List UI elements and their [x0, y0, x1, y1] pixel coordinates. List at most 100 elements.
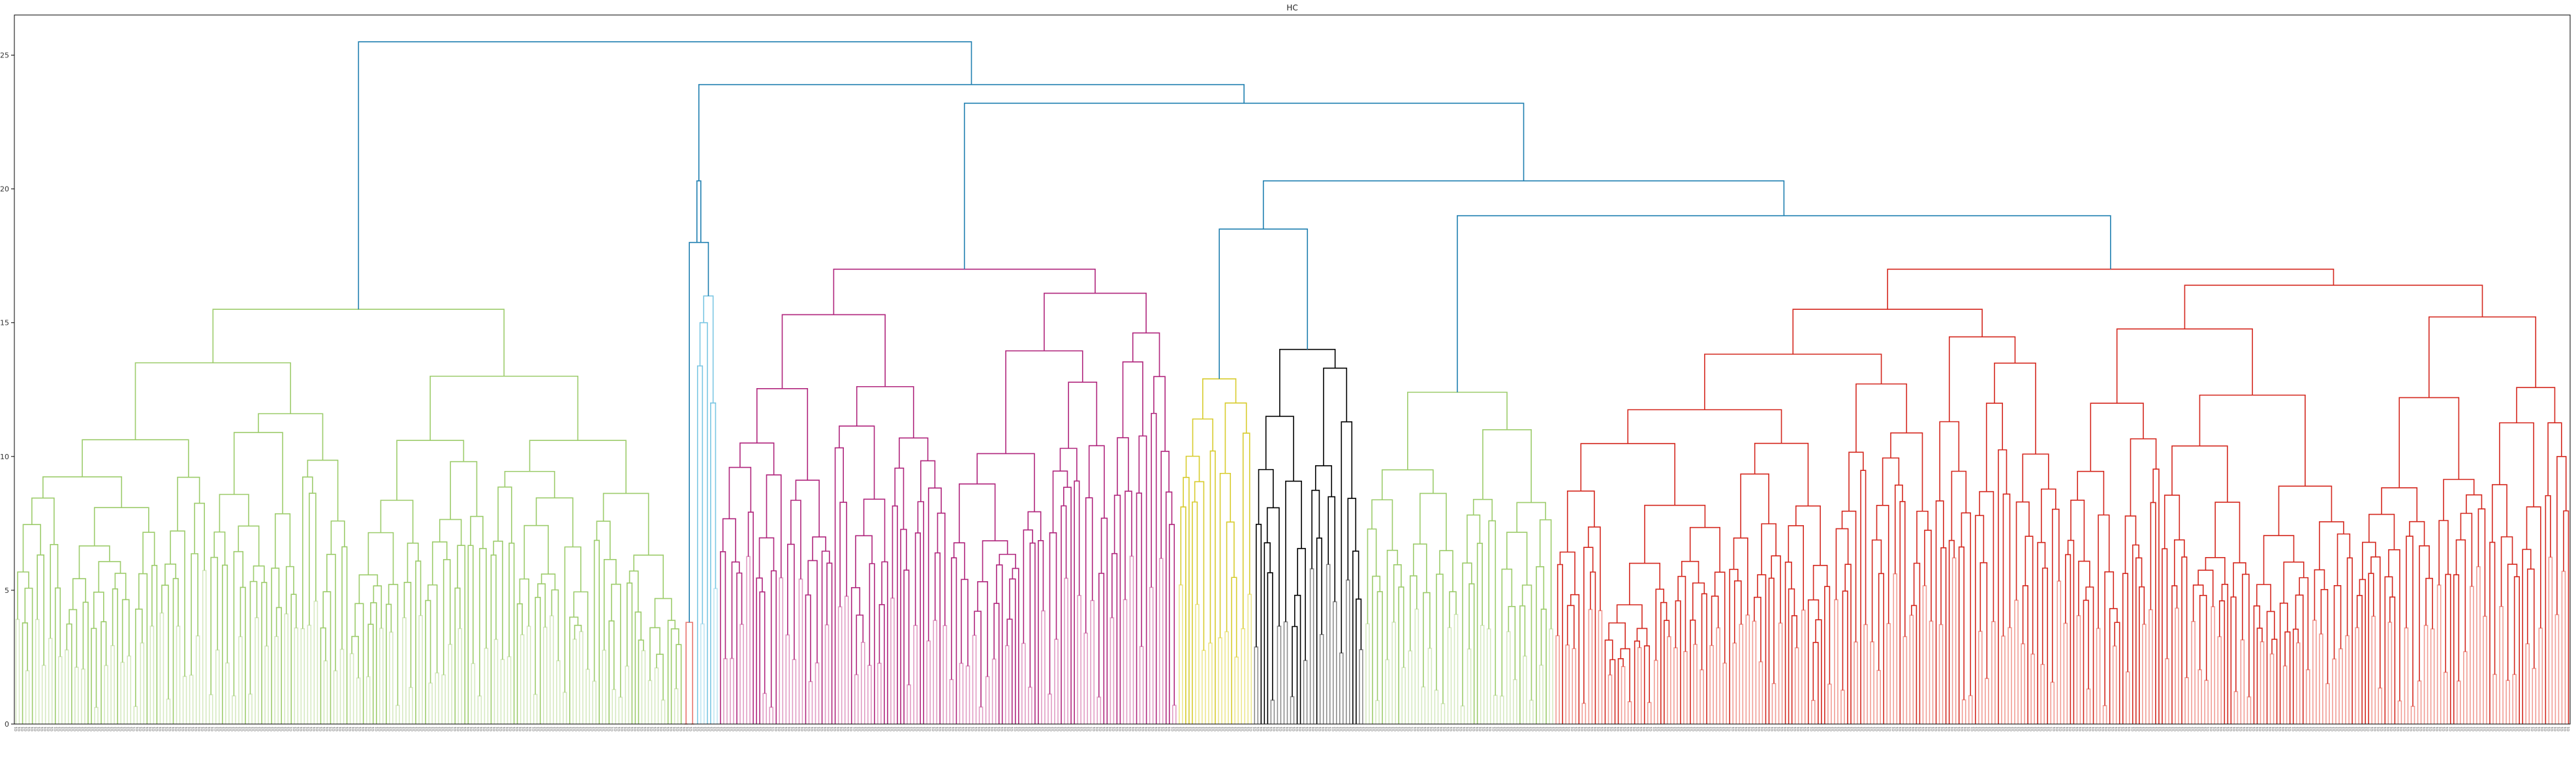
- leaf-label: O1: [1751, 727, 1755, 731]
- dendrogram-link: [1909, 614, 1914, 724]
- leaf-label: O1: [1980, 727, 1984, 731]
- dendrogram-link: [101, 621, 107, 724]
- leaf-label: O1: [637, 727, 641, 731]
- dendrogram-link: [2086, 688, 2091, 724]
- leaf-label: O1: [1613, 727, 1617, 731]
- dendrogram-link: [1609, 659, 1616, 724]
- leaf-label: O1: [139, 727, 143, 731]
- leaf-label: O1: [1083, 727, 1087, 731]
- leaf-label: O1: [1299, 727, 1303, 731]
- dendrogram-link: [1049, 532, 1057, 695]
- dendrogram-link: [2002, 493, 2011, 637]
- leaf-label: O1: [1826, 727, 1830, 731]
- dendrogram-link: [2021, 643, 2025, 724]
- dendrogram-link: [127, 655, 132, 724]
- dendrogram-link: [1824, 586, 1831, 724]
- dendrogram-link: [1924, 530, 1932, 622]
- dendrogram-link: [1711, 596, 1719, 646]
- leaf-label: O1: [1017, 727, 1021, 731]
- dendrogram-link: [1709, 644, 1714, 724]
- dendrogram-link: [248, 693, 253, 724]
- dendrogram-link: [1607, 674, 1613, 724]
- leaf-label: O1: [1793, 727, 1797, 731]
- leaf-label: O1: [2518, 727, 2522, 731]
- leaf-label: O1: [2220, 727, 2224, 731]
- dendrogram-link: [189, 674, 194, 724]
- leaf-label: O1: [2508, 727, 2512, 731]
- dendrogram-link: [519, 578, 530, 627]
- dendrogram-link: [2102, 704, 2107, 724]
- leaf-label: O1: [1466, 727, 1470, 731]
- leaf-label: O1: [181, 727, 185, 731]
- leaf-label: O1: [699, 727, 703, 731]
- leaf-label: O1: [2036, 727, 2040, 731]
- dendrogram-link: [2001, 635, 2006, 724]
- dendrogram-link: [1572, 648, 1577, 724]
- leaf-label: O1: [604, 727, 608, 731]
- leaf-label: O1: [1010, 727, 1014, 731]
- leaf-label: O1: [1247, 727, 1250, 731]
- leaf-label: O1: [1872, 727, 1876, 731]
- dendrogram-link: [379, 627, 384, 724]
- leaf-label: O1: [1141, 727, 1145, 731]
- leaf-label: O1: [267, 727, 271, 731]
- dendrogram-link: [627, 582, 633, 724]
- dendrogram-link: [320, 627, 326, 724]
- dendrogram-link: [1242, 432, 1250, 629]
- dendrogram-link: [176, 626, 181, 724]
- dendrogram-link: [787, 543, 795, 660]
- leaf-label: O1: [1738, 727, 1742, 731]
- dendrogram-link: [1068, 382, 1098, 449]
- dendrogram-link: [696, 365, 704, 724]
- dendrogram-link: [120, 661, 125, 724]
- leaf-label: O1: [375, 727, 379, 731]
- leaf-label: O1: [506, 727, 510, 731]
- dendrogram-link: [1052, 470, 1068, 533]
- leaf-label: O1: [110, 727, 114, 731]
- dendrogram-link: [1347, 498, 1357, 581]
- leaf-label: O1: [1545, 727, 1549, 731]
- leaf-label: O1: [683, 727, 687, 731]
- dendrogram-link: [2090, 402, 2144, 472]
- dendrogram-link: [300, 628, 305, 724]
- leaf-label: O1: [54, 727, 57, 731]
- leaf-label: O1: [755, 727, 759, 731]
- dendrogram-link: [1386, 549, 1399, 660]
- dendrogram-link: [2507, 564, 2518, 681]
- dendrogram-link: [593, 539, 600, 724]
- dendrogram-link: [1771, 683, 1777, 724]
- leaf-label: O1: [293, 727, 297, 731]
- leaf-label: O1: [1623, 727, 1627, 731]
- dendrogram-link: [1064, 577, 1068, 724]
- dendrogram-link: [2283, 561, 2304, 603]
- dendrogram-link: [1768, 577, 1775, 724]
- dendrogram-link: [1590, 571, 1596, 724]
- dendrogram-link: [713, 588, 718, 724]
- leaf-label: O1: [1194, 727, 1198, 731]
- dendrogram-link: [2532, 667, 2537, 724]
- leaf-label: O1: [1410, 727, 1414, 731]
- dendrogram-link: [2181, 556, 2188, 724]
- dendrogram-link: [1480, 624, 1485, 724]
- leaf-label: O1: [339, 727, 343, 731]
- leaf-label: O1: [178, 727, 182, 731]
- leaf-label: O1: [2092, 727, 2096, 731]
- dendrogram-link: [409, 687, 413, 724]
- leaf-label: O1: [1125, 727, 1129, 731]
- leaf-label: O1: [555, 727, 559, 731]
- dendrogram-link: [2022, 453, 2049, 502]
- leaf-label: O1: [2383, 727, 2387, 731]
- leaf-label: O1: [1591, 727, 1594, 731]
- dendrogram-link: [1309, 568, 1314, 724]
- dendrogram-link: [1096, 696, 1102, 724]
- dendrogram-link: [1911, 605, 1917, 724]
- dendrogram-link: [937, 512, 946, 626]
- dendrogram-link: [1985, 402, 2003, 492]
- dendrogram-link: [892, 505, 898, 724]
- leaf-label: O1: [1970, 727, 1974, 731]
- leaf-label: O1: [1243, 727, 1247, 731]
- dendrogram-link: [2499, 605, 2504, 724]
- leaf-label: O1: [1096, 727, 1100, 731]
- leaf-label: O1: [1728, 727, 1732, 731]
- leaf-label: O1: [1276, 727, 1280, 731]
